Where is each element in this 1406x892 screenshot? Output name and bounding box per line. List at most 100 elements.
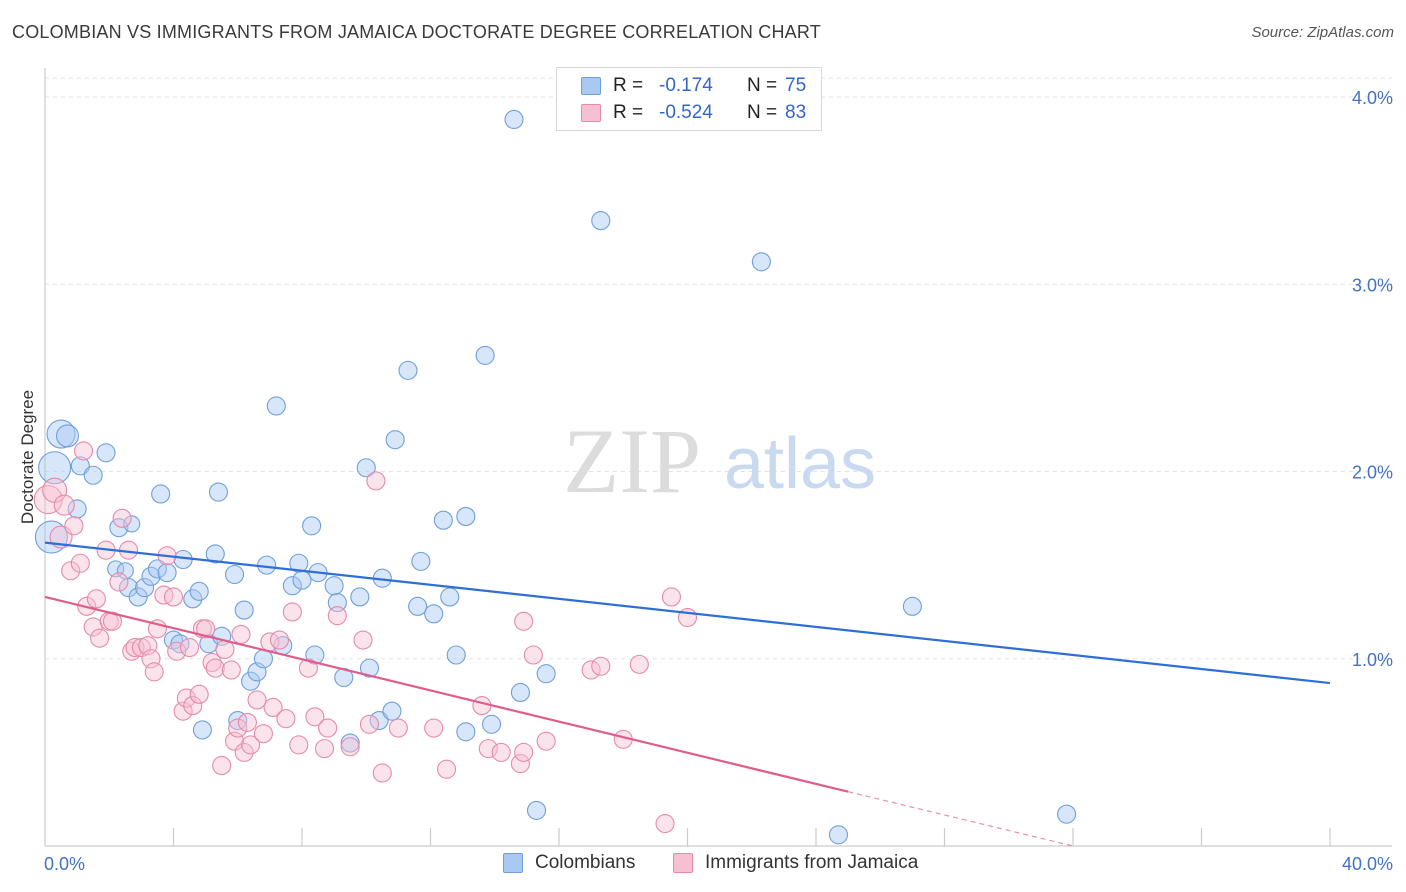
data-point-jamaica bbox=[514, 742, 534, 762]
data-point-colombians bbox=[424, 604, 444, 624]
data-point-colombians bbox=[234, 600, 254, 620]
data-point-jamaica bbox=[353, 630, 373, 650]
data-point-colombians bbox=[123, 515, 141, 533]
data-point-colombians bbox=[481, 714, 502, 734]
data-point-jamaica bbox=[183, 696, 203, 716]
data-point-jamaica bbox=[318, 718, 338, 738]
data-point-colombians bbox=[183, 589, 203, 609]
source-credit: Source: ZipAtlas.com bbox=[1251, 24, 1394, 41]
data-point-colombians bbox=[475, 345, 495, 365]
data-point-colombians bbox=[385, 430, 405, 450]
data-point-jamaica bbox=[189, 684, 209, 704]
data-point-colombians bbox=[828, 825, 849, 845]
data-point-colombians bbox=[192, 720, 212, 740]
data-point-jamaica bbox=[176, 688, 196, 708]
data-point-colombians bbox=[456, 506, 476, 526]
series-jamaica bbox=[33, 441, 698, 834]
data-point-colombians bbox=[151, 484, 171, 504]
data-point-jamaica bbox=[61, 561, 81, 581]
data-point-colombians bbox=[356, 458, 376, 478]
data-point-jamaica bbox=[424, 718, 444, 738]
data-point-colombians bbox=[163, 630, 184, 650]
data-point-jamaica bbox=[437, 759, 457, 779]
data-point-jamaica bbox=[314, 739, 335, 759]
data-point-colombians bbox=[324, 576, 344, 596]
data-point-jamaica bbox=[289, 735, 309, 755]
data-point-jamaica bbox=[221, 660, 241, 680]
data-point-jamaica bbox=[655, 813, 675, 834]
data-point-colombians bbox=[408, 596, 428, 616]
y-tick-label: 1.0% bbox=[1352, 650, 1393, 670]
axes bbox=[44, 68, 1392, 847]
data-point-jamaica bbox=[167, 641, 187, 661]
data-point-colombians bbox=[398, 360, 418, 380]
data-point-jamaica bbox=[523, 645, 543, 665]
data-point-jamaica bbox=[212, 755, 232, 776]
data-point-colombians bbox=[241, 671, 261, 691]
data-point-jamaica bbox=[154, 585, 174, 605]
trend-line-jamaica bbox=[44, 595, 849, 793]
data-point-jamaica bbox=[70, 553, 90, 573]
data-point-jamaica bbox=[327, 606, 347, 626]
data-point-colombians bbox=[128, 587, 148, 607]
data-point-jamaica bbox=[109, 572, 129, 592]
data-point-colombians bbox=[147, 559, 167, 579]
data-point-jamaica bbox=[536, 731, 556, 751]
data-point-jamaica bbox=[202, 652, 222, 673]
data-point-jamaica bbox=[163, 587, 184, 607]
trend-lines bbox=[44, 541, 1331, 847]
data-point-colombians bbox=[228, 710, 248, 731]
data-point-jamaica bbox=[196, 619, 216, 639]
data-point-colombians bbox=[510, 682, 531, 703]
data-point-jamaica bbox=[144, 662, 164, 682]
correlation-legend: R = -0.174 N = 75 R = -0.524 N = 83 bbox=[556, 67, 822, 131]
data-point-jamaica bbox=[581, 660, 601, 680]
data-point-jamaica bbox=[366, 471, 386, 491]
data-point-jamaica bbox=[372, 763, 392, 783]
data-point-jamaica bbox=[276, 709, 296, 729]
data-point-jamaica bbox=[112, 508, 132, 528]
trend-line-jamaica-extension bbox=[847, 791, 1074, 847]
data-point-jamaica bbox=[269, 630, 290, 650]
data-point-colombians bbox=[224, 564, 245, 585]
data-point-jamaica bbox=[247, 690, 267, 710]
data-point-colombians bbox=[433, 510, 453, 530]
legend-row-colombians: R = -0.174 N = 75 bbox=[581, 74, 806, 98]
legend-item-jamaica[interactable]: Immigrants from Jamaica bbox=[673, 852, 918, 874]
grid-lines bbox=[45, 77, 1392, 660]
legend-r-value: -0.524 bbox=[659, 102, 713, 123]
data-point-colombians bbox=[266, 396, 286, 416]
series-colombians bbox=[34, 109, 1077, 845]
y-tick-label: 3.0% bbox=[1352, 275, 1393, 295]
trend-line-colombians bbox=[44, 541, 1331, 685]
legend-r-label: R = bbox=[613, 75, 644, 96]
data-point-jamaica bbox=[205, 658, 225, 678]
data-point-jamaica bbox=[234, 742, 254, 762]
data-point-colombians bbox=[302, 516, 322, 536]
chart-title: COLOMBIAN VS IMMIGRANTS FROM JAMAICA DOC… bbox=[12, 22, 821, 42]
data-point-jamaica bbox=[491, 742, 511, 762]
data-point-jamaica bbox=[241, 735, 261, 755]
legend-n-value: 83 bbox=[785, 102, 807, 123]
data-point-colombians bbox=[446, 645, 466, 665]
data-point-colombians bbox=[83, 465, 103, 485]
data-point-jamaica bbox=[514, 611, 534, 631]
data-point-jamaica bbox=[253, 724, 274, 744]
data-point-colombians bbox=[536, 664, 556, 684]
legend-r-label: R = bbox=[613, 102, 644, 123]
watermark-zip: ZIP bbox=[563, 410, 701, 512]
data-point-colombians bbox=[38, 451, 72, 485]
series-legend: Colombians Immigrants from Jamaica bbox=[0, 852, 1406, 876]
x-tick-label: 0.0% bbox=[44, 854, 85, 874]
data-point-jamaica bbox=[74, 441, 94, 461]
data-point-colombians bbox=[292, 570, 312, 590]
legend-label-jamaica: Immigrants from Jamaica bbox=[705, 852, 919, 873]
y-tick-label: 4.0% bbox=[1352, 88, 1393, 108]
legend-r-value: -0.174 bbox=[659, 75, 713, 96]
data-point-colombians bbox=[751, 252, 771, 272]
data-point-colombians bbox=[902, 596, 922, 616]
data-point-colombians bbox=[141, 566, 161, 586]
data-point-colombians bbox=[382, 701, 402, 721]
data-point-jamaica bbox=[510, 754, 531, 774]
legend-item-colombians[interactable]: Colombians bbox=[503, 852, 635, 874]
